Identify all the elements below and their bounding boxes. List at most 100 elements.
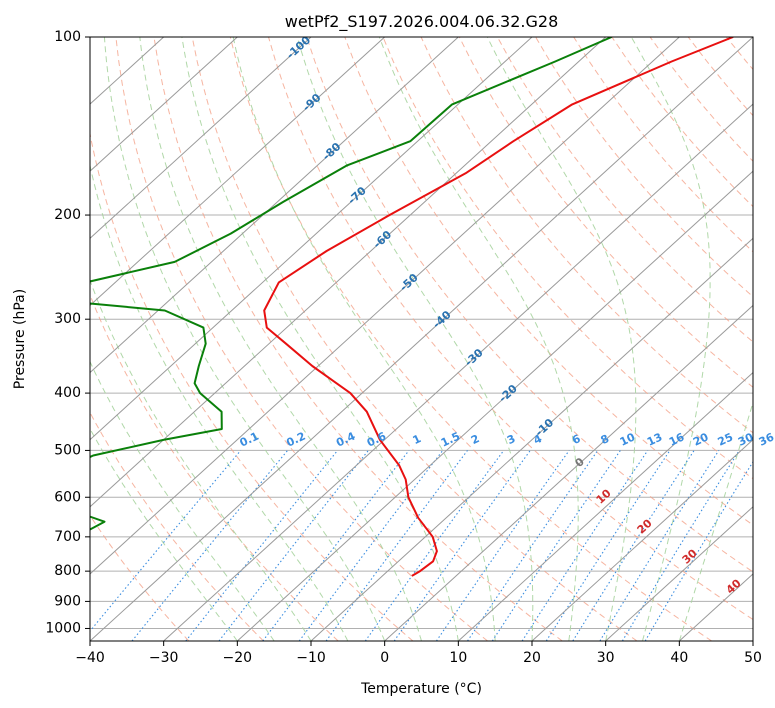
mixing-ratio-label: 25 (716, 430, 735, 448)
isotherm (752, 640, 753, 641)
mixing-ratio-line (218, 450, 369, 641)
mixing-ratio-label: 6 (570, 432, 583, 447)
mixing-ratio-label: 1.5 (439, 430, 462, 450)
isotherm (457, 371, 753, 641)
isotherms (90, 37, 753, 641)
dry-adiabat (344, 37, 753, 526)
dry-adiabat (90, 514, 190, 641)
dry-adiabat (90, 131, 414, 641)
x-tick-label: 30 (597, 650, 615, 666)
moist-adiabat (90, 279, 312, 641)
y-tick-label: 1000 (45, 620, 81, 636)
dewpoint-profile (90, 37, 612, 531)
isotherm (90, 37, 386, 307)
y-tick-label: 100 (54, 29, 81, 45)
isotherm-label: -100 (284, 33, 313, 61)
isotherm (90, 37, 753, 641)
dry-adiabat (90, 411, 264, 641)
mixing-ratio-line (364, 450, 505, 641)
mixing-ratio-label: 0.1 (238, 430, 261, 450)
y-tick-label: 200 (54, 207, 81, 223)
isotherm (384, 304, 753, 641)
x-tick-label: −40 (75, 650, 105, 666)
dry-adiabat-label: 30 (680, 546, 700, 566)
mixing-ratio-line (545, 450, 671, 641)
mixing-ratio-line (185, 450, 339, 641)
isotherm (90, 37, 607, 508)
isotherm (236, 170, 753, 641)
isotherm (310, 237, 753, 641)
y-tick-label: 800 (54, 563, 81, 579)
mixing-ratio-line (599, 450, 720, 641)
moist-adiabat (103, 37, 386, 641)
y-tick-label: 900 (54, 593, 81, 609)
sounding-profiles (90, 37, 734, 577)
moist-adiabat (139, 37, 422, 641)
mixing-ratio-label: 10 (618, 430, 638, 448)
mixing-ratio-lines (90, 450, 753, 641)
moist-adiabat (630, 37, 711, 641)
dry-adiabat (268, 37, 753, 621)
line-labels: -100-90-80-70-60-50-40-30-20-10010203040… (238, 33, 775, 596)
y-tick-label: 600 (54, 489, 81, 505)
dry-adiabat (153, 37, 563, 641)
moist-adiabat (232, 37, 496, 641)
x-tick-label: −30 (149, 650, 179, 666)
moist-adiabat (378, 37, 579, 641)
moist-adiabat (90, 360, 275, 641)
dry-adiabat (229, 37, 712, 641)
dry-adiabat (115, 37, 488, 641)
mixing-ratio-label: 36 (757, 430, 775, 448)
moist-adiabat (296, 37, 534, 641)
mixing-ratio-line (621, 450, 740, 641)
x-tick-label: 20 (523, 650, 541, 666)
mixing-ratio-line (262, 450, 410, 641)
mixing-ratio-line (467, 450, 599, 641)
dry-adiabat (687, 37, 753, 117)
mixing-ratio-line (90, 450, 242, 632)
dry-adiabat-label: 40 (724, 576, 744, 596)
dry-adiabat (191, 37, 638, 641)
y-axis-label: Pressure (hPa) (12, 289, 28, 389)
mixing-ratio-label: 0.4 (334, 429, 357, 449)
isotherm (605, 506, 753, 641)
mixing-ratio-label: 16 (667, 430, 687, 448)
dry-adiabat (573, 37, 753, 253)
mixing-ratio-line (491, 450, 621, 641)
y-tick-label: 400 (54, 385, 81, 401)
moist-adiabat (486, 37, 637, 641)
mixing-ratio-label: 1 (411, 432, 423, 447)
mixing-ratio-line (572, 450, 695, 641)
mixing-ratio-label: 2 (469, 432, 481, 447)
isotherm (531, 438, 753, 641)
x-tick-label: −20 (223, 650, 253, 666)
y-tick-label: 500 (54, 442, 81, 458)
x-tick-label: 40 (670, 650, 688, 666)
x-tick-label: 0 (380, 650, 389, 666)
moist-adiabat (90, 163, 349, 641)
mixing-ratio-line (298, 450, 444, 641)
y-tick-label: 300 (54, 311, 81, 327)
isotherm (163, 103, 753, 641)
isotherm (90, 37, 459, 374)
isotherm (90, 37, 680, 575)
plot-frame (89, 36, 754, 642)
mixing-ratio-label: 20 (691, 430, 711, 448)
dry-adiabat (420, 37, 753, 434)
mixing-ratio-line (131, 450, 289, 641)
mixing-ratio-line (325, 450, 468, 641)
x-tick-label: 10 (449, 650, 467, 666)
x-tick-label: −10 (296, 650, 326, 666)
dry-adiabat-label: 20 (635, 516, 655, 536)
mixing-ratio-label: 13 (645, 430, 664, 448)
dry-adiabat (765, 37, 775, 641)
dry-adiabat (726, 37, 753, 71)
isotherm (90, 37, 533, 441)
mixing-ratio-line (435, 450, 570, 641)
dry-adiabat-label: 10 (594, 486, 614, 506)
dry-adiabat (535, 37, 753, 298)
x-tick-label: 50 (744, 650, 762, 666)
axis-ticks: −40 −30 −20 −10 0 10 20 30 40 5010020030040050060… (45, 29, 762, 666)
dry-adiabat (306, 37, 753, 573)
temperature-profile (263, 37, 734, 577)
